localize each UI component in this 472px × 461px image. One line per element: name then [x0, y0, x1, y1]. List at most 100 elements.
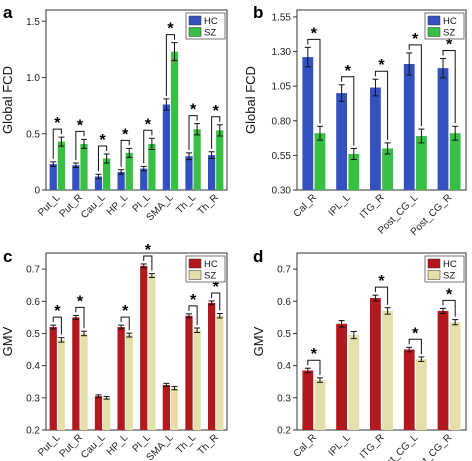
legend-label-sz: SZ	[443, 271, 455, 282]
legend-swatch-hc	[188, 258, 202, 269]
significance-star: *	[77, 117, 84, 134]
x-tick-label: Th_R	[196, 432, 221, 457]
significance-bracket	[97, 145, 108, 172]
significance-bracket	[143, 129, 153, 164]
significance-star: *	[446, 36, 453, 53]
significance-star: *	[412, 325, 419, 342]
significance-star: *	[213, 279, 220, 296]
bar-sz-put_l	[57, 141, 66, 190]
significance-bracket	[165, 34, 176, 96]
legend-swatch-hc	[427, 15, 441, 26]
plot-frame	[296, 9, 467, 191]
y-axis-label: Global FCD	[0, 66, 15, 134]
bar-hc-hp_l	[117, 172, 125, 190]
panel-label: d	[253, 247, 263, 266]
bar-hc-pi_l	[140, 168, 148, 190]
legend-label-sz: SZ	[204, 28, 216, 39]
y-tick-label: 0.6	[277, 297, 291, 308]
significance-star: *	[122, 303, 129, 320]
x-tick-label: Cau_L	[79, 432, 108, 461]
bar-sz-sma_l	[170, 51, 179, 190]
y-tick-label: 0	[34, 186, 40, 197]
bar-sz-cal_r	[314, 380, 326, 430]
significance-star: *	[99, 132, 106, 149]
x-tick-label: SMA_L	[145, 432, 176, 461]
significance-star: *	[446, 286, 453, 303]
legend-swatch-sz	[427, 270, 441, 280]
x-tick-label: Cal_R	[292, 192, 319, 219]
significance-star: *	[311, 346, 318, 363]
significance-star: *	[345, 63, 352, 80]
y-tick-label: 0.7	[26, 265, 40, 276]
y-tick-label: 0.6	[26, 297, 40, 308]
significance-bracket	[408, 338, 422, 354]
y-tick-label: 0.2	[26, 426, 40, 437]
panel-c: c0.20.30.40.50.60.7GMV*Put_L*Put_RCau_L*…	[0, 242, 228, 461]
significance-star: *	[190, 102, 197, 119]
y-tick-label: 0.5	[277, 329, 291, 340]
significance-star: *	[77, 293, 84, 310]
significance-star: *	[213, 103, 220, 120]
bar-hc-cal_r	[302, 57, 314, 191]
x-tick-label: ITG_R	[358, 432, 387, 461]
bar-hc-itg_r	[370, 87, 381, 190]
significance-bracket	[188, 115, 198, 150]
bar-hc-post_cg_r	[437, 310, 449, 430]
y-tick-label: 0.5	[26, 129, 40, 140]
y-tick-label: 0.80	[272, 116, 292, 127]
y-axis-label: GMV	[0, 326, 15, 356]
significance-bracket	[188, 305, 198, 325]
y-tick-label: 0.7	[277, 265, 291, 276]
legend-label-hc: HC	[443, 16, 457, 27]
bar-hc-th_l	[185, 315, 193, 430]
bar-sz-pi_l	[148, 143, 156, 190]
x-tick-label: Put_L	[36, 432, 63, 459]
significance-bracket	[307, 359, 321, 375]
bar-hc-th_r	[207, 302, 216, 430]
y-tick-label: 1.05	[272, 82, 292, 93]
legend-swatch-hc	[427, 258, 441, 269]
bar-hc-put_r	[72, 165, 80, 190]
significance-bracket	[52, 316, 62, 335]
bar-sz-cal_r	[314, 133, 326, 190]
significance-bracket	[341, 76, 355, 146]
y-tick-label: 1.55	[272, 12, 292, 23]
bar-hc-cau_l	[94, 176, 103, 190]
legend-label-hc: HC	[204, 259, 218, 270]
bar-sz-th_l	[193, 129, 201, 190]
bar-sz-hp_l	[125, 152, 133, 190]
bar-sz-post_cg_r	[449, 133, 461, 190]
bar-sz-th_l	[193, 330, 201, 430]
bar-sz-pi_l	[148, 275, 156, 430]
significance-star: *	[54, 303, 61, 320]
bar-hc-th_r	[207, 155, 216, 190]
significance-bracket	[211, 292, 221, 311]
bar-sz-itg_r	[382, 310, 393, 430]
y-tick-label: 1.5	[26, 17, 40, 28]
bar-sz-cau_l	[103, 397, 111, 430]
y-tick-label: 0.4	[277, 361, 291, 372]
bar-sz-ipl_l	[348, 335, 360, 430]
plot-frame	[45, 9, 228, 191]
legend-label-sz: SZ	[204, 271, 216, 282]
significance-bracket	[75, 306, 85, 329]
bar-sz-post_cg_l	[415, 136, 427, 190]
x-tick-label: Th_L	[174, 192, 198, 216]
bar-sz-th_r	[216, 130, 224, 190]
bar-hc-th_l	[185, 156, 193, 190]
significance-star: *	[145, 116, 152, 133]
plot-frame	[45, 252, 228, 431]
bar-sz-post_cg_l	[415, 359, 427, 430]
significance-bracket	[307, 38, 321, 124]
bar-hc-sma_l	[162, 104, 170, 190]
significance-bracket	[211, 116, 221, 149]
significance-bracket	[120, 139, 130, 167]
significance-star: *	[412, 31, 419, 48]
bar-hc-ipl_l	[336, 323, 348, 430]
y-tick-label: 1.0	[26, 73, 40, 84]
bar-hc-pi_l	[140, 265, 148, 430]
bar-hc-post_cg_r	[437, 68, 449, 190]
bar-hc-sma_l	[162, 384, 170, 430]
